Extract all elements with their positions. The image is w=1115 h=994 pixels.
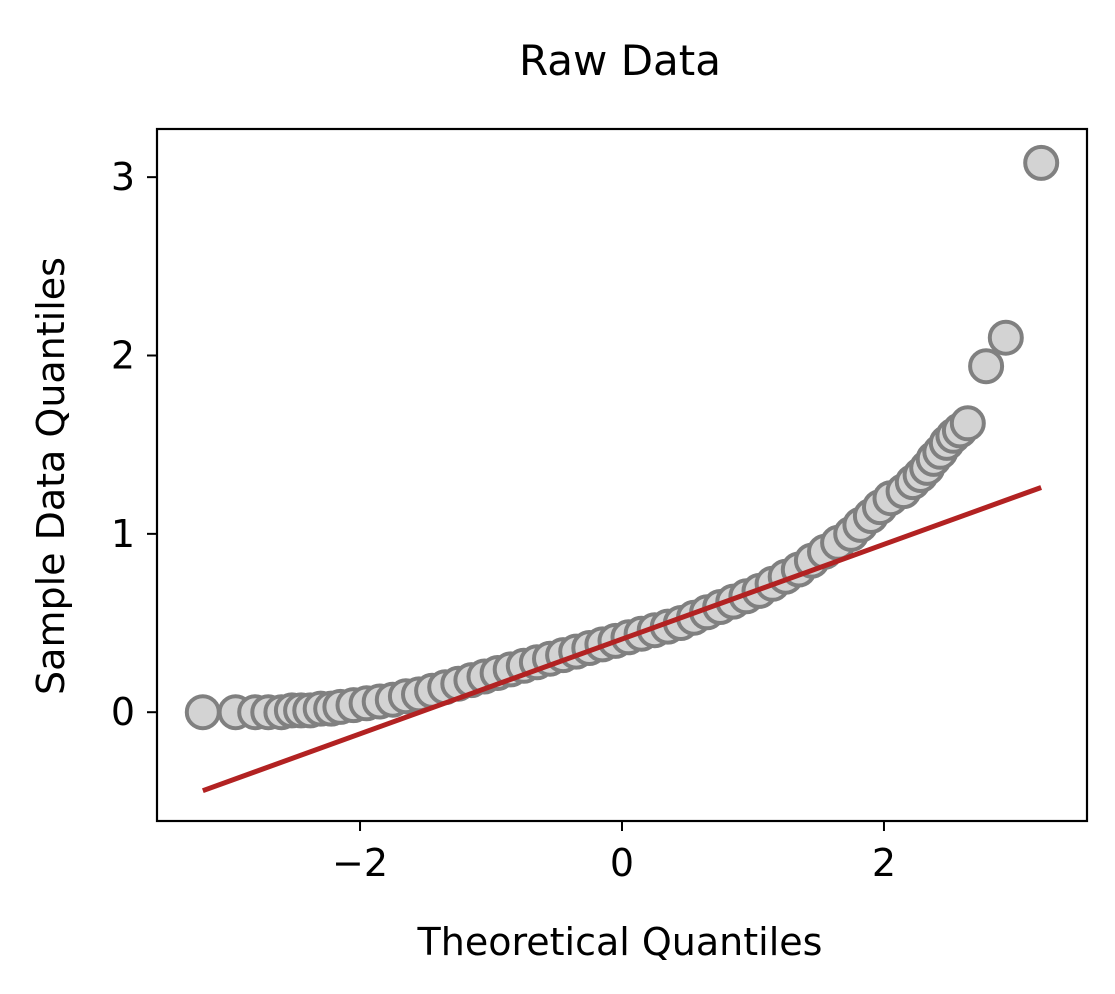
data-point: [987, 319, 1024, 356]
y-tick-label: 3: [111, 155, 135, 199]
x-axis-label: Theoretical Quantiles: [417, 920, 823, 964]
data-point: [949, 405, 986, 442]
chart-title: Raw Data: [519, 36, 721, 85]
y-axis-label: Sample Data Quantiles: [29, 257, 73, 695]
data-point: [184, 694, 221, 731]
x-axis-ticks: −2 0 2: [332, 821, 896, 885]
data-point: [968, 348, 1005, 385]
y-tick-label: 2: [111, 334, 135, 378]
x-tick-label: 0: [610, 841, 634, 885]
y-tick-label: 0: [111, 690, 135, 734]
data-point: [1023, 144, 1060, 181]
reference-line-layer: [201, 485, 1043, 794]
y-tick-label: 1: [111, 512, 135, 556]
reference-line: [201, 485, 1043, 794]
x-tick-label: −2: [332, 841, 388, 885]
y-axis-ticks: 0 1 2 3: [111, 155, 157, 734]
x-tick-label: 2: [872, 841, 896, 885]
